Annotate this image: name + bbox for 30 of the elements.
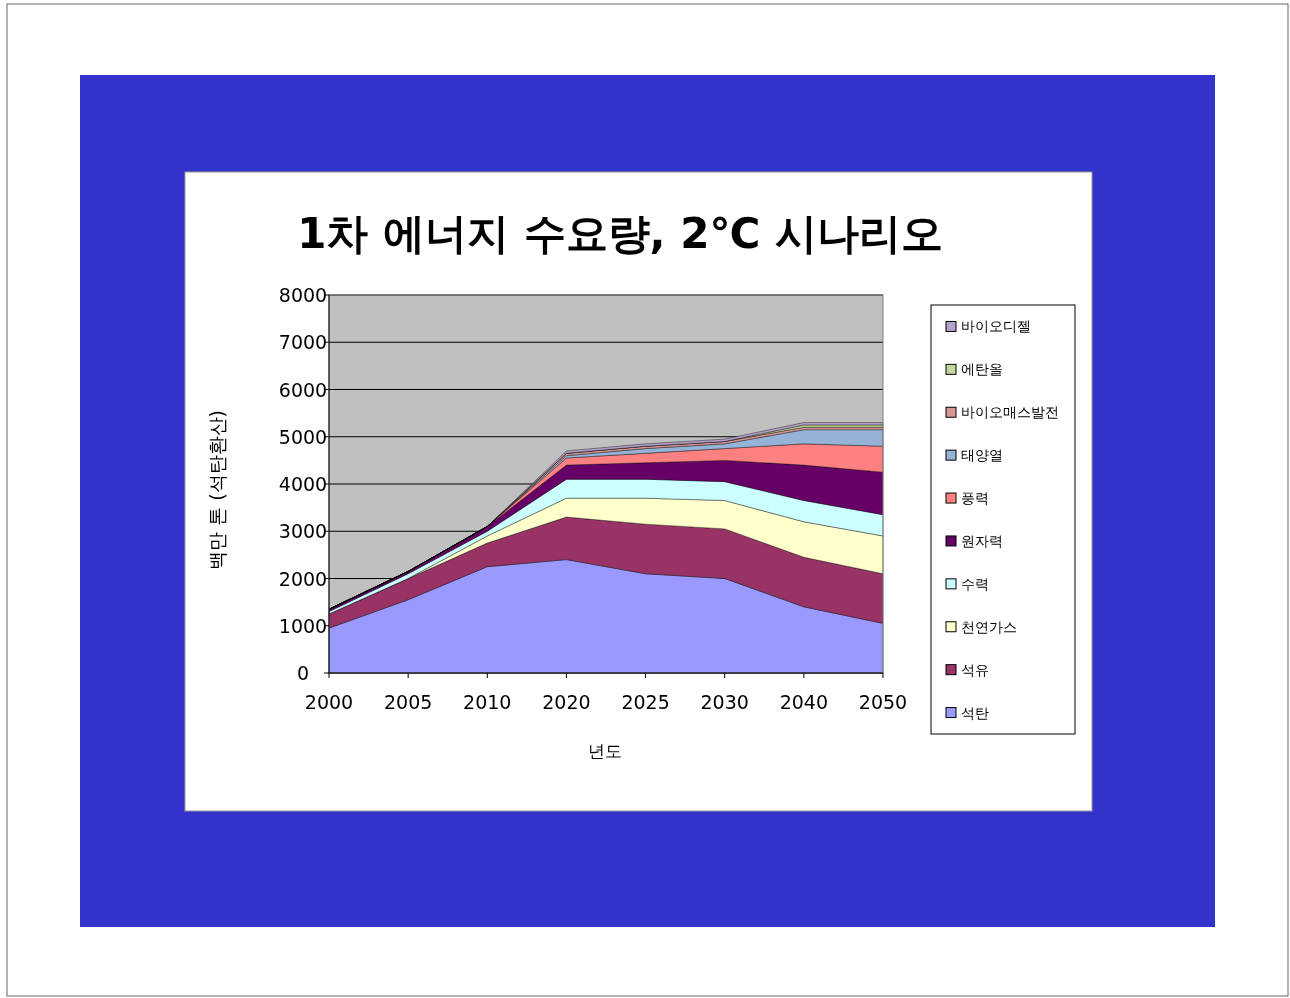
x-axis-title: 년도	[588, 741, 622, 761]
legend-label: 석유	[961, 661, 989, 678]
y-tick-label: 1000	[278, 614, 328, 637]
legend-label: 수력	[961, 575, 989, 592]
legend-label: 석탄	[961, 704, 989, 721]
x-tick-label: 2020	[542, 691, 591, 713]
x-tick-label: 2040	[779, 691, 829, 713]
legend-label: 에탄올	[961, 361, 1003, 378]
y-axis-title: 백만 톤 (석탄환산)	[206, 410, 228, 570]
legend-label: 태양열	[961, 447, 1003, 464]
y-tick-label: 5000	[278, 425, 328, 448]
x-tick-label: 2010	[463, 691, 512, 713]
legend-label: 바이오매스발전	[961, 404, 1059, 421]
x-tick-label: 2000	[304, 691, 354, 713]
y-tick-label: 2000	[278, 567, 328, 590]
x-tick-label: 2025	[621, 691, 670, 713]
y-tick-label: 3000	[278, 520, 328, 543]
legend-label: 원자력	[961, 532, 1003, 549]
x-tick-label: 2030	[700, 691, 749, 713]
y-tick-label: 0	[296, 662, 310, 684]
chart-title: 1차 에너지 수요량, 2℃ 시나리오	[297, 209, 943, 258]
legend-label: 풍력	[961, 490, 989, 507]
y-tick-label: 7000	[278, 331, 328, 354]
y-tick-label: 6000	[278, 378, 328, 401]
x-tick-label: 2005	[383, 691, 433, 713]
x-tick-label: 2050	[858, 691, 908, 713]
legend-label: 천연가스	[961, 618, 1017, 635]
y-tick-label: 8000	[278, 284, 328, 306]
legend-label: 바이오디젤	[961, 318, 1031, 335]
y-tick-label: 4000	[278, 473, 328, 495]
